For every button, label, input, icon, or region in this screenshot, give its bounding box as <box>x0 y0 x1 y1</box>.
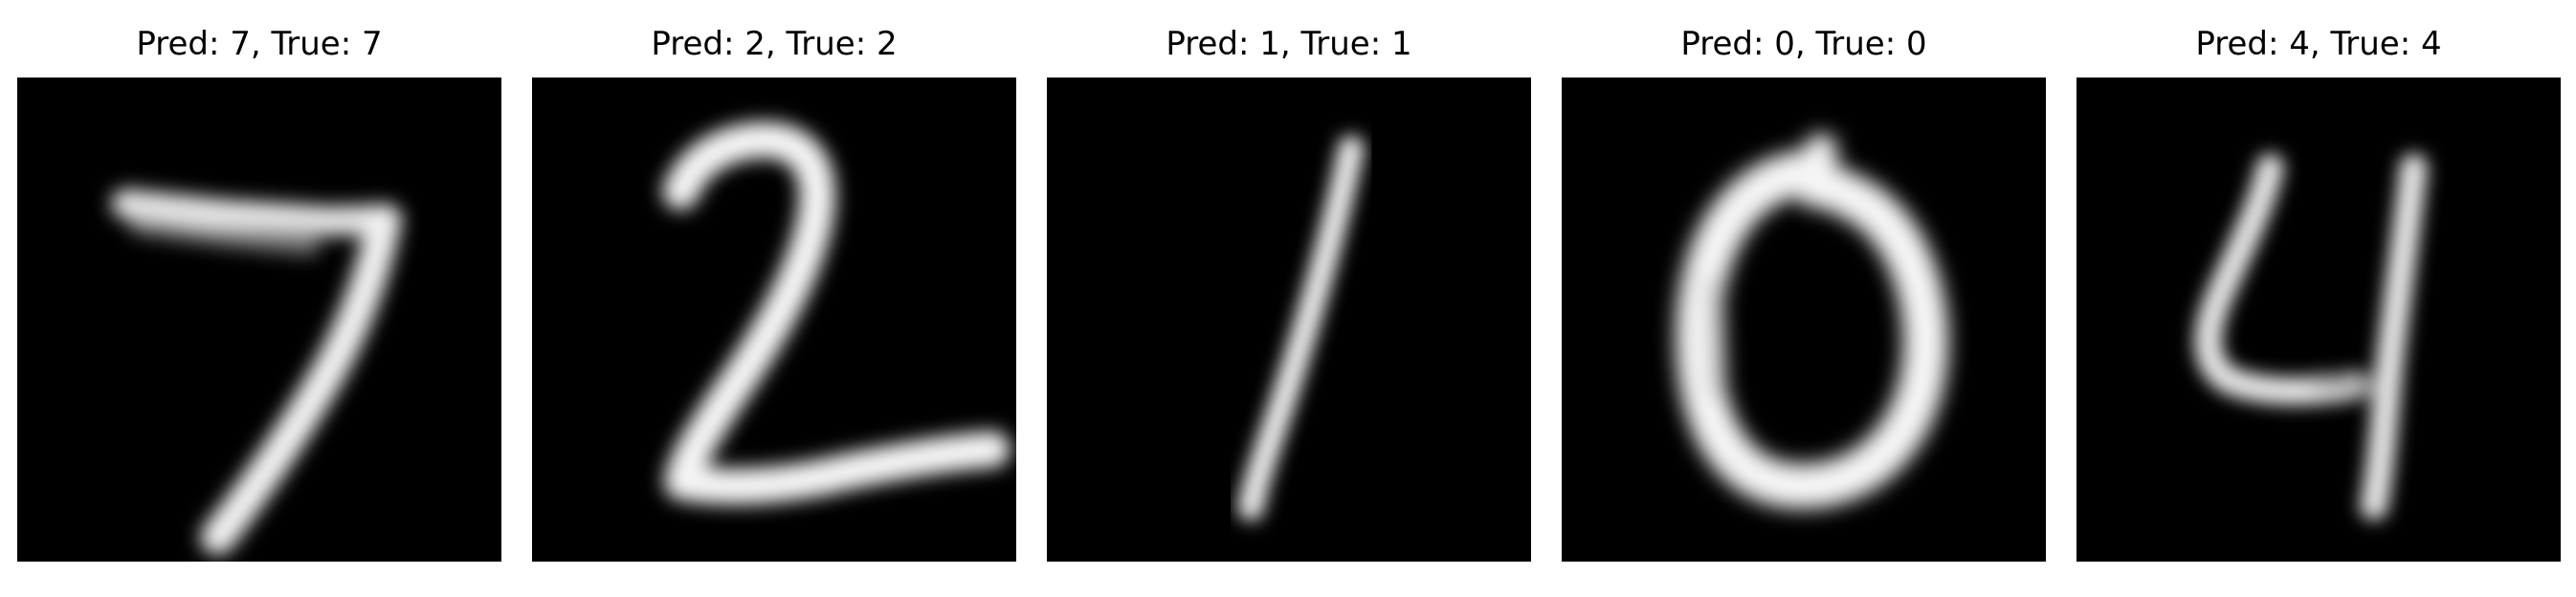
digit-image-7 <box>17 77 501 562</box>
panel-title: Pred: 0, True: 0 <box>1680 25 1927 63</box>
digit-image-1 <box>1047 77 1531 562</box>
panel-title: Pred: 2, True: 2 <box>651 25 898 63</box>
panel-title: Pred: 1, True: 1 <box>1166 25 1412 63</box>
digit-image-4 <box>2076 77 2561 562</box>
panel-title: Pred: 4, True: 4 <box>2195 25 2442 63</box>
panel-digit-0: Pred: 0, True: 0 <box>1562 0 2046 597</box>
panel-title: Pred: 7, True: 7 <box>136 25 383 63</box>
digit-image-2 <box>532 77 1016 562</box>
panel-digit-7: Pred: 7, True: 7 <box>17 0 501 597</box>
panel-digit-4: Pred: 4, True: 4 <box>2076 0 2561 597</box>
panel-digit-1: Pred: 1, True: 1 <box>1047 0 1531 597</box>
digit-image-0 <box>1562 77 2046 562</box>
panel-digit-2: Pred: 2, True: 2 <box>532 0 1016 597</box>
